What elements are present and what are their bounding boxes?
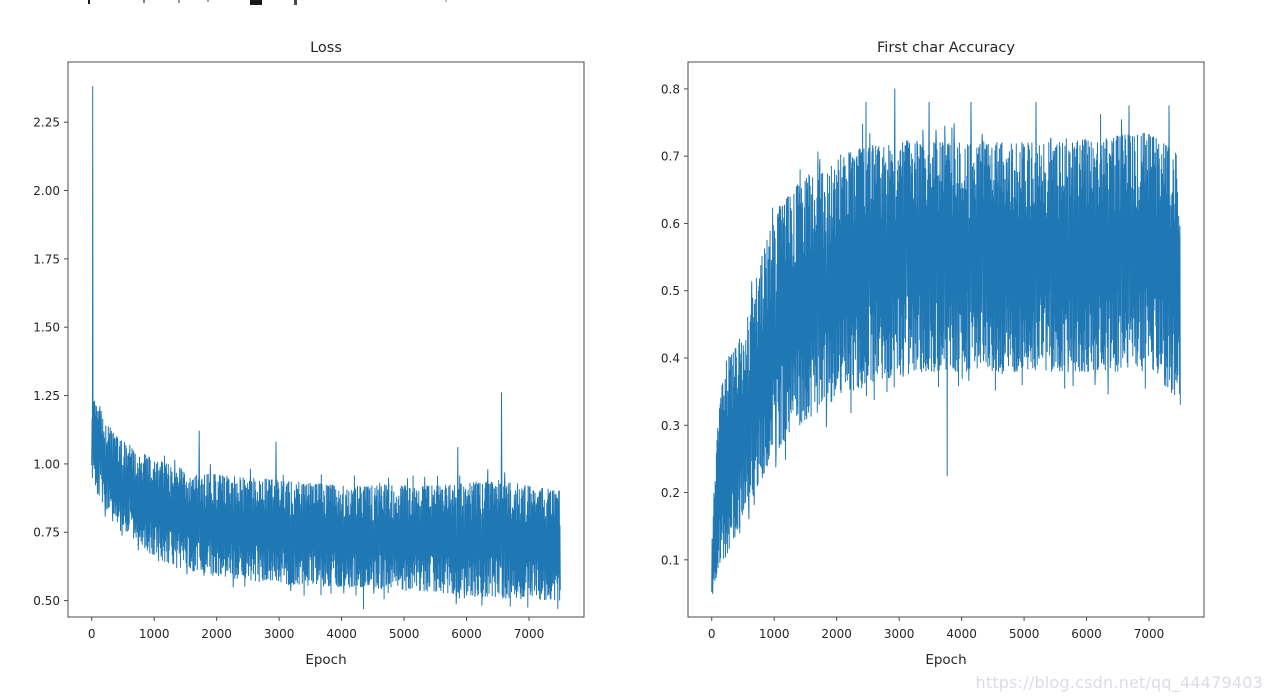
x-tick-label: 6000 xyxy=(1071,627,1102,641)
loss-xaxis-label: Epoch xyxy=(305,652,346,668)
loss-chart-title: Loss xyxy=(310,40,342,56)
clipped-text-fragment xyxy=(207,0,209,2)
watermark: https://blog.csdn.net/qq_44479403 xyxy=(975,673,1263,692)
loss-series-line xyxy=(91,86,561,610)
x-tick-label: 2000 xyxy=(201,627,232,641)
x-tick-label: 0 xyxy=(708,627,716,641)
clipped-text-fragment xyxy=(178,0,180,3)
loss-series xyxy=(91,86,561,610)
y-tick-label: 1.50 xyxy=(33,321,60,335)
x-tick-label: 6000 xyxy=(451,627,482,641)
x-tick-label: 1000 xyxy=(139,627,170,641)
y-tick-label: 1.25 xyxy=(33,389,60,403)
y-tick-label: 0.8 xyxy=(661,82,680,96)
y-tick-label: 0.1 xyxy=(661,553,680,567)
loss-axes: 0 1000 2000 3000 4000 5000 6000 7000 2.25 2.00 1.7… xyxy=(33,61,585,641)
clipped-text-fragment xyxy=(88,0,90,4)
clipped-text-fragment xyxy=(294,0,297,5)
loss-chart: Loss 0 1000 2000 3000 4000 5000 6000 7000 2.25 2.… xyxy=(33,40,585,668)
x-tick-label: 1000 xyxy=(759,627,790,641)
plot-spines xyxy=(687,61,1205,618)
y-tick-label: 1.75 xyxy=(33,252,60,266)
accuracy-series-line xyxy=(711,88,1181,594)
y-tick-label: 0.50 xyxy=(33,594,60,608)
x-tick-label: 5000 xyxy=(1009,627,1040,641)
x-tick-label: 4000 xyxy=(326,627,357,641)
y-tick-label: 0.6 xyxy=(661,217,680,231)
y-tick-label: 0.4 xyxy=(661,352,680,366)
accuracy-chart-title: First char Accuracy xyxy=(877,40,1015,56)
x-tick-label: 5000 xyxy=(389,627,420,641)
clipped-text-fragment xyxy=(143,0,145,3)
x-tick-label: 3000 xyxy=(884,627,915,641)
y-tick-label: 1.00 xyxy=(33,457,60,471)
accuracy-axes: 0 1000 2000 3000 4000 5000 6000 7000 0.8 0.7 0.6 0.… xyxy=(661,61,1205,641)
x-tick-label: 2000 xyxy=(821,627,852,641)
plot-spines xyxy=(67,61,585,618)
x-tick-label: 3000 xyxy=(264,627,295,641)
y-tick-label: 0.2 xyxy=(661,486,680,500)
accuracy-chart: First char Accuracy 0 1000 2000 3000 4000 500… xyxy=(661,40,1205,668)
x-tick-label: 7000 xyxy=(1134,627,1165,641)
x-tick-label: 4000 xyxy=(946,627,977,641)
y-tick-label: 0.75 xyxy=(33,526,60,540)
clipped-text-fragment xyxy=(445,0,447,2)
y-tick-label: 0.7 xyxy=(661,150,680,164)
x-tick-label: 0 xyxy=(88,627,96,641)
clipped-text-fragment xyxy=(250,0,262,5)
y-tick-label: 2.25 xyxy=(33,116,60,130)
y-tick-label: 0.3 xyxy=(661,419,680,433)
accuracy-series xyxy=(711,88,1181,594)
y-tick-label: 2.00 xyxy=(33,184,60,198)
y-tick-label: 0.5 xyxy=(661,284,680,298)
accuracy-xaxis-label: Epoch xyxy=(925,652,966,668)
x-tick-label: 7000 xyxy=(514,627,545,641)
